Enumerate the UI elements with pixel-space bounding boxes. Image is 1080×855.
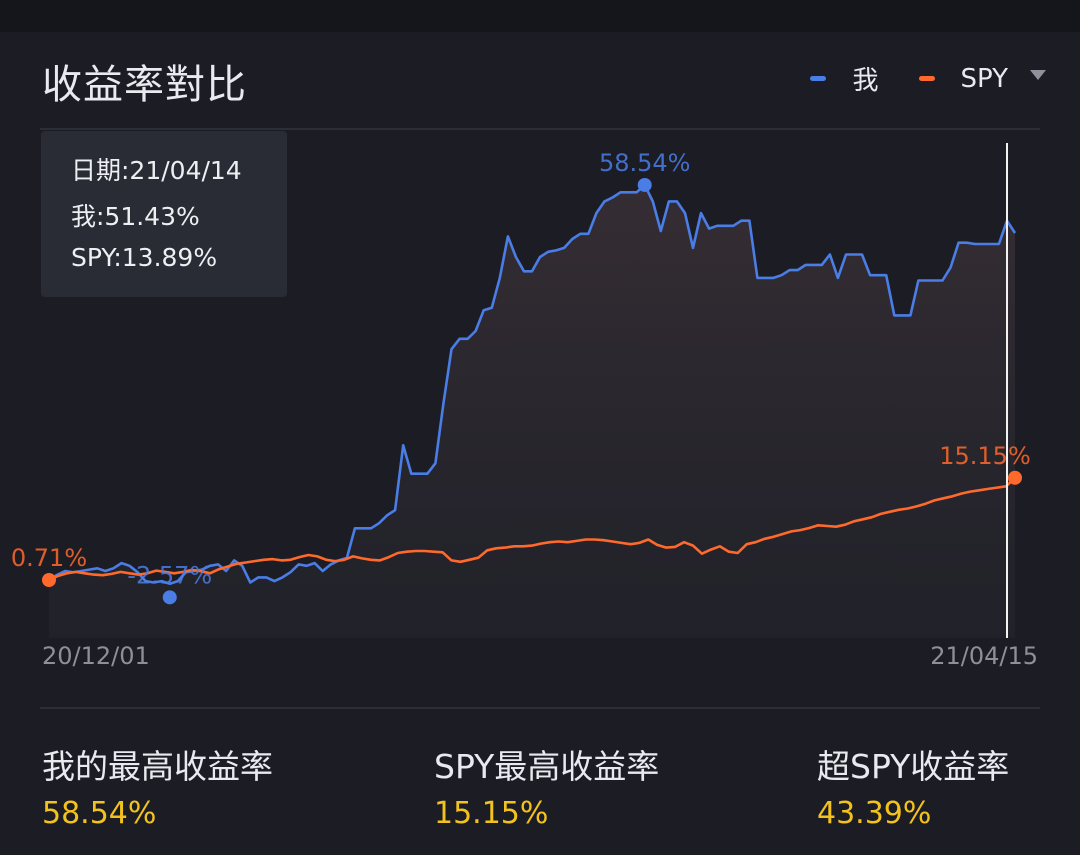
annotation-dot-0 [637, 177, 652, 192]
series-mine-area [49, 185, 1015, 638]
annotation-dot-2 [42, 573, 56, 587]
annotation-label-0: 58.54% [599, 149, 691, 177]
chart-title: 收益率對比 [42, 62, 247, 108]
legend-label-mine: 我 [852, 66, 879, 96]
line-chart[interactable]: 58.54% -2.57% 0.71% 15.15% [0, 0, 1080, 700]
stat-spy-max: SPY最高收益率 15.15% [434, 740, 659, 831]
legend-swatch-mine [810, 76, 827, 81]
data-tooltip: 日期:21/04/14 我:51.43% SPY:13.89% [41, 131, 287, 297]
legend-swatch-spy [918, 76, 935, 81]
stat-my-max-value: 58.54% [42, 796, 157, 831]
x-axis-start-label: 20/12/01 [42, 642, 150, 670]
stat-spy-max-label: SPY最高收益率 [434, 747, 660, 786]
top-bar [0, 0, 1080, 32]
legend-item-mine[interactable]: 我 [810, 60, 879, 97]
stat-excess-value: 43.39% [817, 796, 932, 831]
legend[interactable]: 我 SPY [770, 60, 1046, 97]
series-line-mine [48, 183, 1017, 586]
header-divider [40, 128, 1040, 130]
stat-my-max-label: 我的最高收益率 [42, 747, 273, 786]
tooltip-mine: 我:51.43% [71, 202, 200, 231]
tooltip-date: 日期:21/04/14 [71, 156, 242, 185]
annotation-dot-3 [1008, 470, 1022, 485]
stats-divider [40, 707, 1040, 709]
tooltip-spy: SPY:13.89% [71, 243, 218, 272]
annotation-label-3: 15.15% [939, 442, 1031, 470]
legend-label-spy: SPY [960, 63, 1009, 94]
annotation-label-2: 0.71% [11, 544, 87, 572]
stat-excess-label: 超SPY收益率 [817, 747, 1010, 786]
annotation-dot-1 [162, 590, 177, 605]
annotation-label-1: -2.57% [127, 561, 212, 589]
legend-item-spy[interactable]: SPY [918, 63, 1009, 94]
series-line-spy [48, 476, 1016, 582]
x-axis-end-label: 21/04/15 [930, 642, 1038, 670]
stat-excess: 超SPY收益率 43.39% [817, 740, 1009, 831]
stat-spy-max-value: 15.15% [434, 796, 549, 831]
stat-my-max: 我的最高收益率 58.54% [42, 740, 273, 831]
dropdown-caret-icon[interactable] [1030, 70, 1046, 80]
